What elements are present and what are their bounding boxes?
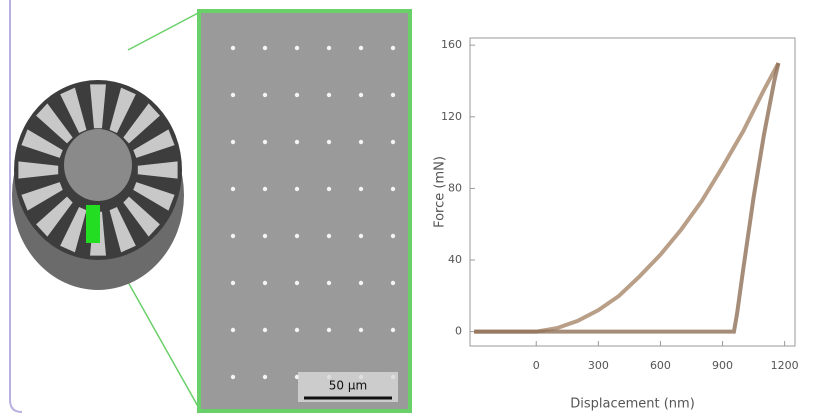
pillar <box>358 233 364 239</box>
y-tick-label: 160 <box>441 38 462 51</box>
pillar <box>262 233 268 239</box>
data-line <box>474 62 781 334</box>
pillar <box>294 327 300 333</box>
spoke <box>109 87 136 133</box>
spoke <box>123 103 160 144</box>
spoke <box>21 129 63 158</box>
pillar <box>358 327 364 333</box>
x-tick-label: 0 <box>533 359 540 372</box>
pillar <box>326 233 332 239</box>
pillar <box>230 280 236 286</box>
y-axis-label: Force (mN) <box>433 156 448 228</box>
pillar <box>358 92 364 98</box>
spoke <box>90 84 106 129</box>
x-axis-label: Displacement (nm) <box>570 397 695 412</box>
spoke <box>36 196 73 237</box>
pillar <box>262 374 268 380</box>
pillar <box>390 327 396 333</box>
micrograph: 50 µm <box>197 9 412 413</box>
y-tick-label: 80 <box>448 181 462 194</box>
pillar <box>262 327 268 333</box>
pillar <box>294 186 300 192</box>
spoke <box>133 129 175 158</box>
spoke <box>137 161 178 179</box>
pillar <box>326 45 332 51</box>
pillar <box>294 92 300 98</box>
x-tick-label: 900 <box>712 359 733 372</box>
pillar <box>326 139 332 145</box>
y-tick-label: 0 <box>455 325 462 338</box>
data-line <box>474 62 781 334</box>
pillar <box>390 45 396 51</box>
pillar <box>358 139 364 145</box>
spoke <box>109 207 136 253</box>
pillar <box>262 186 268 192</box>
x-tick-label: 1200 <box>771 359 799 372</box>
frame <box>9 0 23 413</box>
pillar <box>358 280 364 286</box>
pillar <box>262 92 268 98</box>
pillar <box>262 280 268 286</box>
spoke <box>36 103 73 144</box>
pillar <box>230 186 236 192</box>
spoke <box>133 182 175 211</box>
y-tick-label: 120 <box>441 110 462 123</box>
pillar <box>230 92 236 98</box>
pillar <box>230 327 236 333</box>
x-tick-label: 300 <box>588 359 609 372</box>
pillar <box>230 233 236 239</box>
pillar <box>358 186 364 192</box>
pillar <box>262 139 268 145</box>
x-tick-label: 600 <box>650 359 671 372</box>
scale-bar: 50 µm <box>329 379 367 393</box>
pillar <box>326 327 332 333</box>
pillar <box>390 233 396 239</box>
pillar <box>358 45 364 51</box>
render <box>12 11 201 411</box>
spoke <box>60 207 87 253</box>
pillar <box>390 186 396 192</box>
spoke <box>123 196 160 237</box>
pillar <box>294 233 300 239</box>
pillar <box>326 92 332 98</box>
plot-frame <box>469 37 796 347</box>
y-tick-label: 40 <box>448 253 462 266</box>
spoke <box>21 182 63 211</box>
pillar <box>294 45 300 51</box>
pillar <box>326 280 332 286</box>
pillar <box>230 45 236 51</box>
pillar <box>230 374 236 380</box>
pillar <box>294 139 300 145</box>
pillar <box>326 186 332 192</box>
pillar <box>294 280 300 286</box>
pillar <box>390 92 396 98</box>
pillar <box>230 139 236 145</box>
pillar <box>390 280 396 286</box>
pillar <box>262 45 268 51</box>
pillar <box>390 139 396 145</box>
spoke <box>60 87 87 133</box>
spoke <box>18 161 59 179</box>
